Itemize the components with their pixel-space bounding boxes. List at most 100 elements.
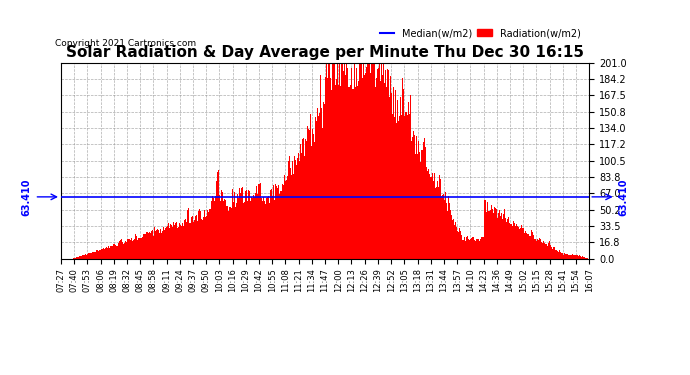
Bar xyxy=(392,114,393,259)
Bar xyxy=(345,75,346,259)
Bar xyxy=(583,257,584,259)
Bar xyxy=(107,248,108,259)
Bar xyxy=(144,234,145,259)
Bar xyxy=(98,251,99,259)
Bar xyxy=(154,226,155,259)
Bar xyxy=(219,195,220,259)
Bar xyxy=(77,257,78,259)
Bar xyxy=(488,211,489,259)
Bar xyxy=(534,239,535,259)
Bar xyxy=(283,185,284,259)
Bar xyxy=(332,63,333,259)
Bar xyxy=(502,216,504,259)
Bar xyxy=(529,236,531,259)
Bar xyxy=(576,255,578,259)
Bar xyxy=(114,244,115,259)
Bar xyxy=(275,184,276,259)
Bar xyxy=(199,209,201,259)
Bar xyxy=(298,153,299,259)
Bar xyxy=(428,174,430,259)
Bar xyxy=(79,256,80,259)
Bar xyxy=(368,63,369,259)
Bar xyxy=(439,175,440,259)
Bar xyxy=(215,196,217,259)
Bar xyxy=(337,63,338,259)
Bar xyxy=(408,114,410,259)
Bar xyxy=(452,220,453,259)
Bar xyxy=(500,213,502,259)
Bar xyxy=(444,192,446,259)
Bar xyxy=(437,188,439,259)
Bar xyxy=(300,144,301,259)
Bar xyxy=(354,63,355,259)
Bar xyxy=(420,162,421,259)
Bar xyxy=(97,250,98,259)
Bar xyxy=(83,255,85,259)
Bar xyxy=(380,81,381,259)
Bar xyxy=(384,83,385,259)
Bar xyxy=(343,71,344,259)
Bar xyxy=(277,188,278,259)
Bar xyxy=(303,138,304,259)
Bar xyxy=(138,238,139,259)
Bar xyxy=(477,238,479,259)
Bar xyxy=(549,241,551,259)
Bar xyxy=(453,225,455,259)
Bar xyxy=(242,187,244,259)
Bar xyxy=(289,156,290,259)
Bar xyxy=(85,254,86,259)
Bar xyxy=(406,112,407,259)
Bar xyxy=(217,172,219,259)
Bar xyxy=(341,63,342,259)
Bar xyxy=(159,230,161,259)
Bar xyxy=(247,201,248,259)
Bar xyxy=(375,87,376,259)
Bar xyxy=(280,191,282,259)
Bar xyxy=(405,112,406,259)
Bar xyxy=(318,116,319,259)
Bar xyxy=(450,210,451,259)
Bar xyxy=(264,201,265,259)
Bar xyxy=(540,239,542,259)
Bar xyxy=(369,63,370,259)
Bar xyxy=(350,85,351,259)
Bar xyxy=(82,255,83,259)
Bar xyxy=(109,248,110,259)
Bar xyxy=(424,138,425,259)
Bar xyxy=(323,102,324,259)
Bar xyxy=(117,246,118,259)
Bar xyxy=(470,239,471,259)
Bar xyxy=(148,232,150,259)
Bar xyxy=(498,210,500,259)
Bar xyxy=(172,222,174,259)
Bar xyxy=(385,70,386,259)
Bar xyxy=(320,75,321,259)
Bar xyxy=(259,184,260,259)
Bar xyxy=(560,252,562,259)
Bar xyxy=(273,186,274,259)
Bar xyxy=(166,226,168,259)
Bar xyxy=(104,249,105,259)
Bar xyxy=(260,183,262,259)
Bar xyxy=(441,196,442,259)
Bar xyxy=(168,228,170,259)
Legend: Median(w/m2), Radiation(w/m2): Median(w/m2), Radiation(w/m2) xyxy=(376,24,584,42)
Bar xyxy=(268,196,269,259)
Bar xyxy=(531,231,533,259)
Bar xyxy=(291,175,292,259)
Bar xyxy=(388,70,389,259)
Bar xyxy=(335,85,336,259)
Bar xyxy=(108,246,109,259)
Bar xyxy=(324,104,325,259)
Bar xyxy=(443,194,444,259)
Bar xyxy=(296,165,297,259)
Bar xyxy=(407,115,408,259)
Bar xyxy=(497,213,498,259)
Bar xyxy=(574,255,575,259)
Bar xyxy=(404,116,405,259)
Bar xyxy=(95,252,96,259)
Bar xyxy=(440,179,441,259)
Bar xyxy=(184,219,186,259)
Bar xyxy=(306,141,307,259)
Bar xyxy=(202,220,204,259)
